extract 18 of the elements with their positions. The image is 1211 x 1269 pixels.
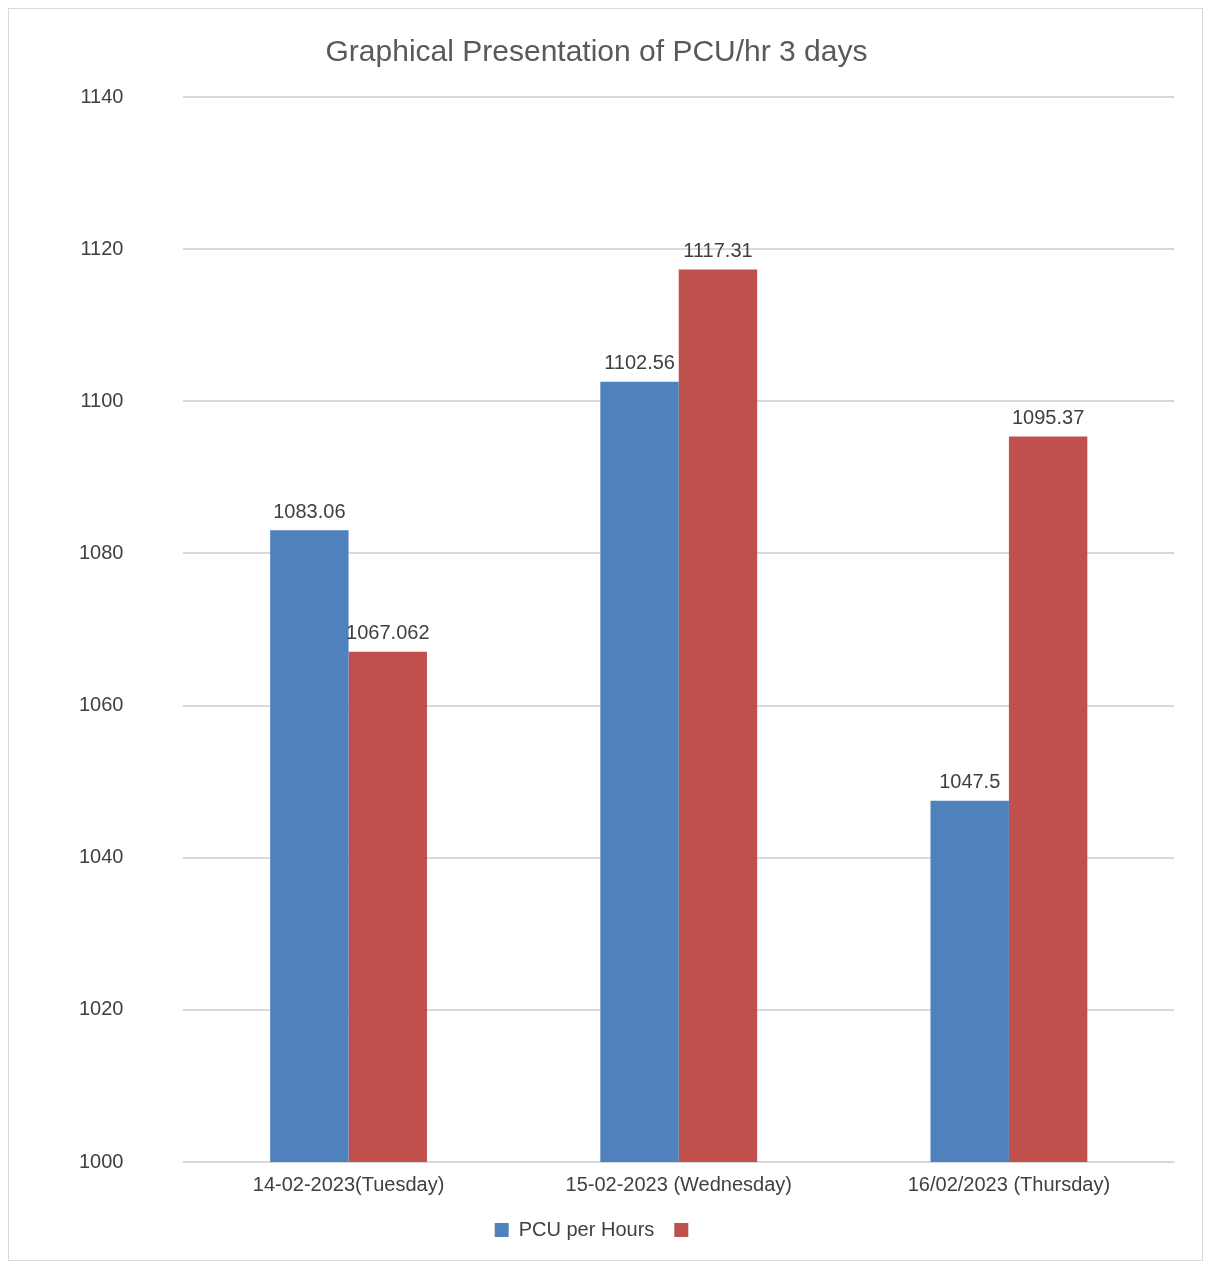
x-tick-label: 16/02/2023 (Thursday) xyxy=(907,1172,1111,1195)
y-tick-label: 1140 xyxy=(80,84,124,107)
data-label: 1095.37 xyxy=(1011,406,1085,429)
x-tick-label: 14-02-2023(Tuesday) xyxy=(252,1172,445,1195)
data-label: 1102.56 xyxy=(604,351,675,374)
y-tick-label: 1080 xyxy=(78,540,124,563)
y-tick-label: 1100 xyxy=(80,388,124,411)
y-tick-label: 1040 xyxy=(78,845,124,868)
chart-title: Graphical Presentation of PCU/hr 3 days xyxy=(325,34,868,68)
data-label: 1083.06 xyxy=(273,499,346,522)
y-tick-label: 1120 xyxy=(80,236,124,259)
y-tick-label: 1060 xyxy=(78,693,124,716)
data-label: 1047.5 xyxy=(939,770,1001,793)
y-tick-label: 1000 xyxy=(78,1149,124,1172)
x-tick-label: 15-02-2023 (Wednesday) xyxy=(565,1172,792,1195)
data-label: 1117.31 xyxy=(683,239,753,262)
y-tick-label: 1020 xyxy=(78,997,124,1020)
legend-label: PCU per Hours xyxy=(518,1217,655,1240)
